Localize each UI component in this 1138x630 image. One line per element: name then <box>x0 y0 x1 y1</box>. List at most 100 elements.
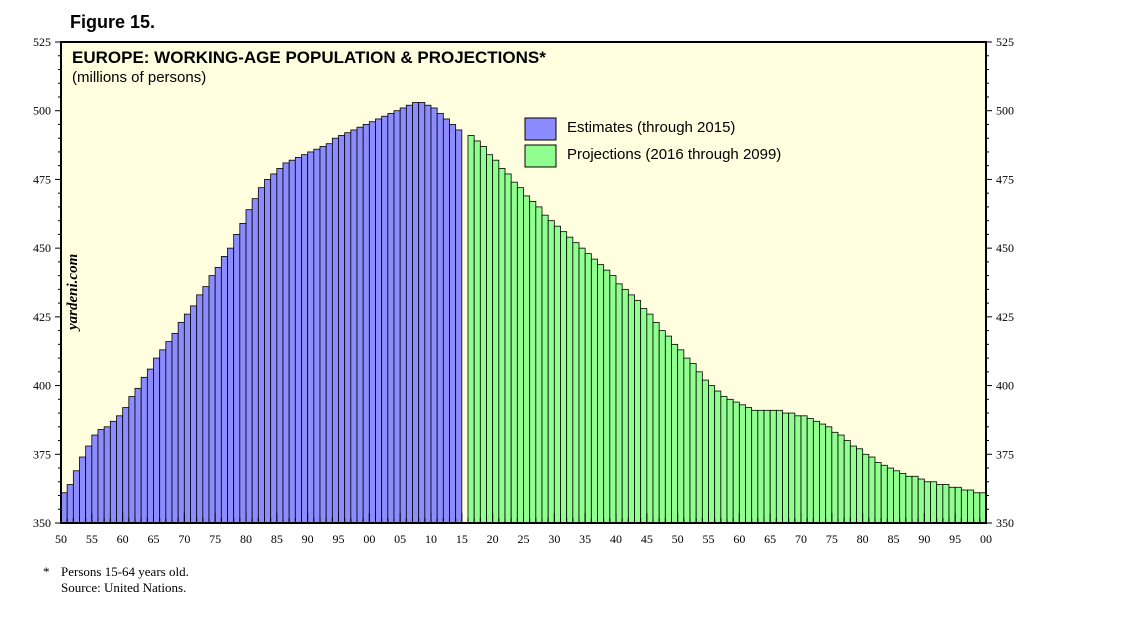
bar-2000 <box>368 121 376 524</box>
bar-2083 <box>880 464 888 524</box>
bar-1982 <box>257 187 265 524</box>
y-tick-label-left: 375 <box>33 447 51 461</box>
bar-1995 <box>338 135 346 524</box>
bar-1956 <box>97 429 105 524</box>
bar-1965 <box>153 357 161 524</box>
legend: Estimates (through 2015) Projections (20… <box>524 117 781 168</box>
x-tick-label: 45 <box>641 532 653 546</box>
bar-2006 <box>405 104 413 524</box>
bar-2080 <box>862 453 870 524</box>
bar-2073 <box>819 423 827 524</box>
bar-1966 <box>159 349 167 524</box>
bar-1997 <box>350 129 358 524</box>
bar-2031 <box>560 231 568 524</box>
bar-2027 <box>535 206 543 524</box>
x-tick-label: 95 <box>333 532 345 546</box>
x-tick-label: 95 <box>949 532 961 546</box>
bar-2098 <box>973 492 981 524</box>
footnote: * Persons 15-64 years old. Source: United… <box>43 564 189 596</box>
bar-1999 <box>362 124 370 524</box>
bar-2076 <box>837 434 845 524</box>
bar-2030 <box>553 225 561 524</box>
bar-2053 <box>695 371 703 524</box>
bar-1979 <box>239 223 247 524</box>
bar-1967 <box>165 341 173 524</box>
x-tick-label: 00 <box>980 532 992 546</box>
y-tick-label-left: 450 <box>33 241 51 255</box>
bar-2005 <box>399 107 407 524</box>
bar-2075 <box>831 431 839 524</box>
footnote-note: Persons 15-64 years old. <box>61 564 189 579</box>
bar-1975 <box>214 266 222 524</box>
x-tick-label: 65 <box>148 532 160 546</box>
bar-2074 <box>825 426 833 524</box>
bar-2017 <box>473 140 481 524</box>
y-tick-label-right: 350 <box>996 516 1014 530</box>
x-tick-label: 05 <box>394 532 406 546</box>
bar-2057 <box>720 396 728 524</box>
bar-2089 <box>917 478 925 524</box>
bar-2054 <box>701 379 709 524</box>
bar-2038 <box>603 269 611 524</box>
bar-2059 <box>732 401 740 524</box>
bar-2055 <box>708 385 716 524</box>
bar-2047 <box>658 330 666 524</box>
x-tick-label: 50 <box>672 532 684 546</box>
bar-2004 <box>393 110 401 524</box>
bar-2022 <box>504 173 512 524</box>
x-tick-label: 60 <box>733 532 745 546</box>
bar-2079 <box>856 448 864 524</box>
y-tick-label-left: 500 <box>33 104 51 118</box>
x-tick-label: 40 <box>610 532 622 546</box>
bar-2019 <box>486 154 494 524</box>
bar-2067 <box>782 412 790 524</box>
bar-2043 <box>634 299 642 524</box>
bar-1993 <box>325 143 333 524</box>
bar-2097 <box>967 489 975 524</box>
bar-2039 <box>609 275 617 524</box>
bar-2072 <box>812 420 820 524</box>
chart-subtitle: (millions of persons) <box>72 69 206 86</box>
bar-2058 <box>726 398 734 524</box>
bar-2084 <box>886 467 894 524</box>
bar-2049 <box>671 343 679 524</box>
bar-1958 <box>109 420 117 524</box>
bar-2042 <box>627 294 635 524</box>
bar-1978 <box>233 233 241 524</box>
bar-1957 <box>103 426 111 524</box>
bar-2056 <box>714 390 722 524</box>
bar-1960 <box>122 407 130 524</box>
bar-2050 <box>677 349 685 524</box>
bar-2086 <box>899 473 907 524</box>
bar-1961 <box>128 396 136 524</box>
bar-2092 <box>936 484 944 524</box>
bar-2063 <box>757 409 765 524</box>
y-tick-label-left: 425 <box>33 310 51 324</box>
bar-2048 <box>664 335 672 524</box>
bar-1955 <box>91 434 99 524</box>
x-tick-label: 35 <box>579 532 591 546</box>
bar-1981 <box>251 198 259 524</box>
bar-2066 <box>775 409 783 524</box>
bar-1980 <box>245 209 253 524</box>
bar-1976 <box>220 255 228 524</box>
bar-2093 <box>942 484 950 524</box>
legend-label-projections: Projections (2016 through 2099) <box>567 146 781 163</box>
bar-2028 <box>541 214 549 524</box>
x-tick-label: 90 <box>302 532 314 546</box>
y-tick-label-right: 525 <box>996 35 1014 49</box>
x-tick-label: 75 <box>209 532 221 546</box>
y-tick-label-right: 500 <box>996 104 1014 118</box>
bar-2045 <box>646 313 654 524</box>
x-tick-label: 70 <box>795 532 807 546</box>
bar-1968 <box>171 332 179 524</box>
bar-1972 <box>196 294 204 524</box>
bar-2002 <box>381 115 389 524</box>
bar-1962 <box>134 387 142 524</box>
x-tick-label: 60 <box>117 532 129 546</box>
plot-frame <box>60 41 987 524</box>
x-tick-label: 25 <box>518 532 530 546</box>
bar-1990 <box>307 151 315 524</box>
y-tick-label-left: 525 <box>33 35 51 49</box>
